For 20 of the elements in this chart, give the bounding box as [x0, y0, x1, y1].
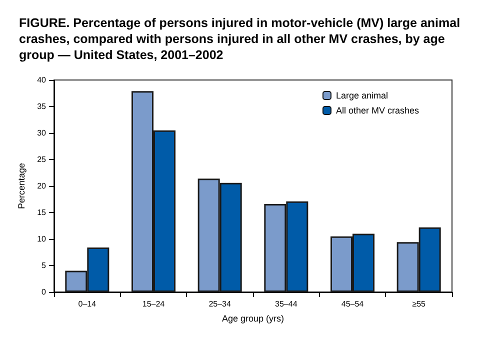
x-tick-label: 15–24	[142, 300, 166, 308]
x-tick-label: 35–44	[275, 300, 298, 308]
chart-title: FIGURE. Percentage of persons injured in motor-vehicle (MV) large animal crashes, compared with persons injured in all other MV crashes, by age group — United States, 2001–2002	[19, 16, 464, 62]
y-tick-label: 35	[37, 102, 47, 111]
x-tick-label: 25–34	[208, 300, 232, 308]
x-tick-label: 0–14	[78, 300, 97, 308]
y-tick-label: 5	[42, 261, 47, 270]
y-tick-label: 25	[37, 155, 47, 164]
y-tick-label: 0	[42, 288, 47, 296]
x-tick-label: ≥55	[412, 300, 426, 308]
y-tick-label: 40	[37, 76, 47, 84]
legend-label: All other MV crashes	[336, 106, 420, 116]
x-tick-label: 45–54	[341, 300, 364, 308]
y-axis-title: Percentage	[16, 162, 27, 210]
x-axis-title: Age group (yrs)	[222, 314, 284, 324]
y-tick-label: 10	[37, 234, 47, 244]
y-tick-label: 15	[37, 208, 47, 217]
legend-label: Large animal	[336, 90, 388, 100]
y-tick-label: 20	[37, 182, 47, 190]
y-tick-label: 30	[37, 128, 47, 138]
